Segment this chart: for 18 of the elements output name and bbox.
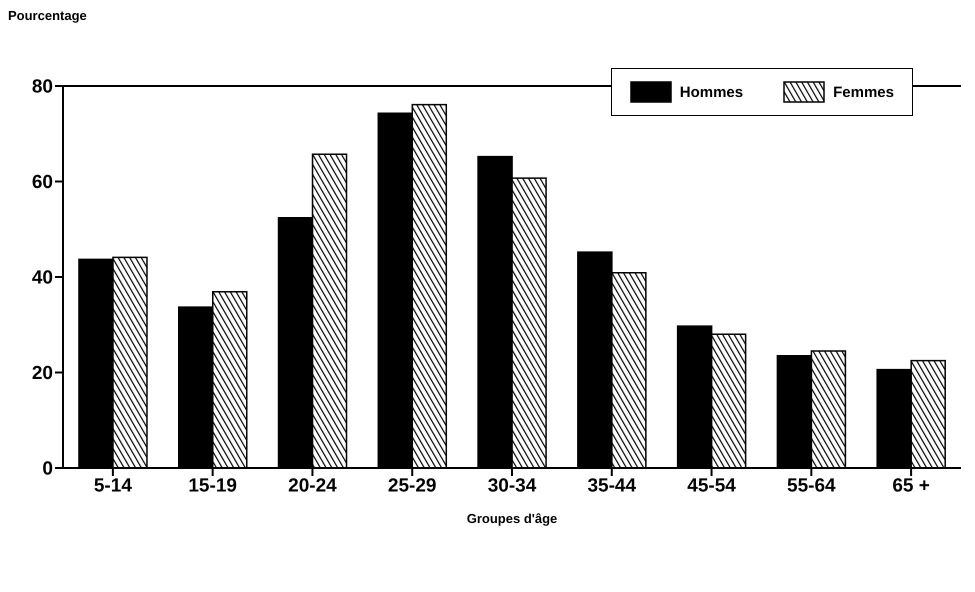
x-tick-label: 45-54 [687,475,736,496]
x-tick-label: 30-34 [488,475,537,496]
legend-label: Femmes [832,82,894,102]
y-tick-label: 80 [32,76,53,98]
y-tick-label: 0 [42,458,53,480]
y-tick-label: 20 [32,363,53,384]
x-tick-label: 25-29 [388,475,437,496]
y-axis-title: Pourcentage [8,8,87,23]
x-tick-label: 35-44 [587,475,636,496]
x-axis-title: Groupes d'âge [466,511,558,526]
x-tick-label: 15-19 [188,475,237,496]
x-tick-label: 65 + [892,475,930,496]
y-tick-label: 40 [32,268,53,289]
y-tick-label: 60 [32,172,53,194]
legend-label: Hommes [678,82,744,102]
x-tick-label: 20-24 [288,475,338,496]
x-tick-label: 5-14 [94,475,132,496]
x-tick-label: 55-64 [787,475,836,496]
